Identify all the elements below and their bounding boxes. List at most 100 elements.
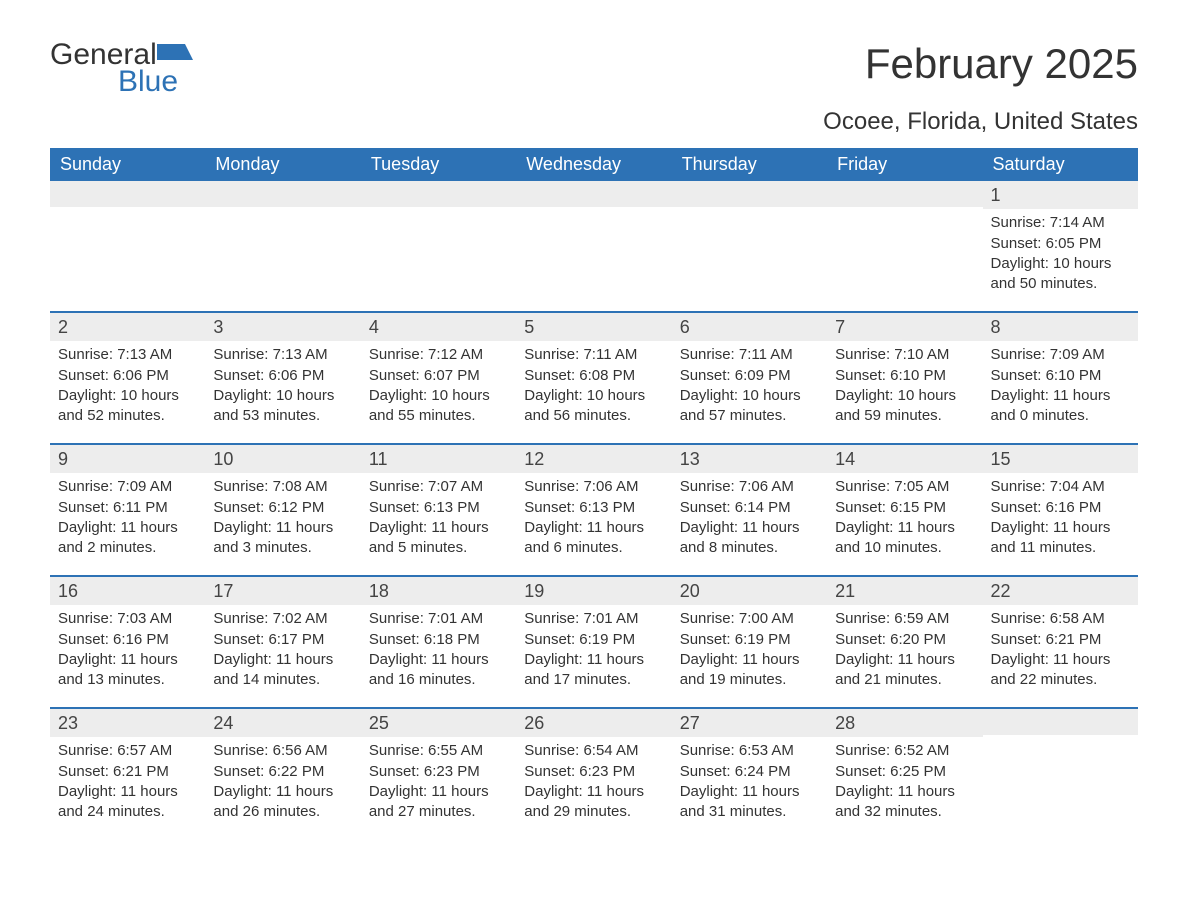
sunrise-text: Sunrise: 7:14 AM	[991, 213, 1130, 233]
day-number: 18	[361, 577, 516, 605]
day-number: 11	[361, 445, 516, 473]
day-cell: 9Sunrise: 7:09 AMSunset: 6:11 PMDaylight…	[50, 445, 205, 575]
daylight-text: Daylight: 11 hours and 29 minutes.	[524, 782, 663, 823]
daylight-text: Daylight: 10 hours and 50 minutes.	[991, 254, 1130, 295]
sunset-text: Sunset: 6:19 PM	[680, 630, 819, 650]
sunset-text: Sunset: 6:08 PM	[524, 366, 663, 386]
day-header-saturday: Saturday	[983, 148, 1138, 181]
day-number: 26	[516, 709, 671, 737]
day-cell: 25Sunrise: 6:55 AMSunset: 6:23 PMDayligh…	[361, 709, 516, 839]
sunrise-text: Sunrise: 6:59 AM	[835, 609, 974, 629]
daylight-text: Daylight: 11 hours and 26 minutes.	[213, 782, 352, 823]
daylight-text: Daylight: 11 hours and 5 minutes.	[369, 518, 508, 559]
sunset-text: Sunset: 6:23 PM	[524, 762, 663, 782]
location-text: Ocoee, Florida, United States	[823, 108, 1138, 136]
week-row: 23Sunrise: 6:57 AMSunset: 6:21 PMDayligh…	[50, 707, 1138, 839]
sunrise-text: Sunrise: 6:55 AM	[369, 741, 508, 761]
day-header-friday: Friday	[827, 148, 982, 181]
day-cell	[361, 181, 516, 311]
day-cell: 2Sunrise: 7:13 AMSunset: 6:06 PMDaylight…	[50, 313, 205, 443]
day-number: 5	[516, 313, 671, 341]
daylight-text: Daylight: 11 hours and 24 minutes.	[58, 782, 197, 823]
daylight-text: Daylight: 10 hours and 56 minutes.	[524, 386, 663, 427]
day-cell	[983, 709, 1138, 839]
sunrise-text: Sunrise: 6:52 AM	[835, 741, 974, 761]
daylight-text: Daylight: 11 hours and 22 minutes.	[991, 650, 1130, 691]
sunrise-text: Sunrise: 7:09 AM	[991, 345, 1130, 365]
day-number: 21	[827, 577, 982, 605]
sunrise-text: Sunrise: 7:09 AM	[58, 477, 197, 497]
week-row: 16Sunrise: 7:03 AMSunset: 6:16 PMDayligh…	[50, 575, 1138, 707]
day-number	[361, 181, 516, 207]
sunset-text: Sunset: 6:24 PM	[680, 762, 819, 782]
day-cell	[827, 181, 982, 311]
daylight-text: Daylight: 11 hours and 19 minutes.	[680, 650, 819, 691]
sunset-text: Sunset: 6:14 PM	[680, 498, 819, 518]
daylight-text: Daylight: 10 hours and 53 minutes.	[213, 386, 352, 427]
day-cell: 26Sunrise: 6:54 AMSunset: 6:23 PMDayligh…	[516, 709, 671, 839]
day-cell: 15Sunrise: 7:04 AMSunset: 6:16 PMDayligh…	[983, 445, 1138, 575]
day-number: 28	[827, 709, 982, 737]
day-cell: 28Sunrise: 6:52 AMSunset: 6:25 PMDayligh…	[827, 709, 982, 839]
sunset-text: Sunset: 6:22 PM	[213, 762, 352, 782]
day-number: 22	[983, 577, 1138, 605]
daylight-text: Daylight: 11 hours and 16 minutes.	[369, 650, 508, 691]
day-number	[672, 181, 827, 207]
day-number: 12	[516, 445, 671, 473]
sunset-text: Sunset: 6:19 PM	[524, 630, 663, 650]
week-row: 1Sunrise: 7:14 AMSunset: 6:05 PMDaylight…	[50, 181, 1138, 311]
day-number: 13	[672, 445, 827, 473]
day-cell: 3Sunrise: 7:13 AMSunset: 6:06 PMDaylight…	[205, 313, 360, 443]
sunrise-text: Sunrise: 7:10 AM	[835, 345, 974, 365]
daylight-text: Daylight: 11 hours and 2 minutes.	[58, 518, 197, 559]
sunset-text: Sunset: 6:21 PM	[58, 762, 197, 782]
sunset-text: Sunset: 6:13 PM	[369, 498, 508, 518]
day-cell	[516, 181, 671, 311]
day-cell: 22Sunrise: 6:58 AMSunset: 6:21 PMDayligh…	[983, 577, 1138, 707]
logo: General Blue	[50, 40, 193, 95]
daylight-text: Daylight: 11 hours and 8 minutes.	[680, 518, 819, 559]
day-number: 2	[50, 313, 205, 341]
logo-word2: Blue	[118, 65, 178, 98]
sunset-text: Sunset: 6:20 PM	[835, 630, 974, 650]
daylight-text: Daylight: 11 hours and 10 minutes.	[835, 518, 974, 559]
sunset-text: Sunset: 6:11 PM	[58, 498, 197, 518]
daylight-text: Daylight: 11 hours and 0 minutes.	[991, 386, 1130, 427]
day-number: 23	[50, 709, 205, 737]
day-cell: 5 Sunrise: 7:11 AMSunset: 6:08 PMDaylight…	[516, 313, 671, 443]
day-cell	[672, 181, 827, 311]
day-number: 10	[205, 445, 360, 473]
day-header-sunday: Sunday	[50, 148, 205, 181]
day-cell: 24Sunrise: 6:56 AMSunset: 6:22 PMDayligh…	[205, 709, 360, 839]
daylight-text: Daylight: 11 hours and 32 minutes.	[835, 782, 974, 823]
day-number: 17	[205, 577, 360, 605]
daylight-text: Daylight: 11 hours and 13 minutes.	[58, 650, 197, 691]
daylight-text: Daylight: 11 hours and 14 minutes.	[213, 650, 352, 691]
sunrise-text: Sunrise: 7:01 AM	[524, 609, 663, 629]
sunrise-text: Sunrise: 7:06 AM	[680, 477, 819, 497]
day-number: 19	[516, 577, 671, 605]
sunset-text: Sunset: 6:17 PM	[213, 630, 352, 650]
sunset-text: Sunset: 6:05 PM	[991, 234, 1130, 254]
daylight-text: Daylight: 10 hours and 57 minutes.	[680, 386, 819, 427]
logo-text: General Blue	[50, 40, 193, 95]
day-number: 27	[672, 709, 827, 737]
day-number	[205, 181, 360, 207]
daylight-text: Daylight: 10 hours and 52 minutes.	[58, 386, 197, 427]
daylight-text: Daylight: 11 hours and 31 minutes.	[680, 782, 819, 823]
sunrise-text: Sunrise: 7:11 AM	[524, 345, 663, 365]
sunrise-text: Sunrise: 7:03 AM	[58, 609, 197, 629]
sunrise-text: Sunrise: 6:53 AM	[680, 741, 819, 761]
day-number: 6	[672, 313, 827, 341]
logo-flag-icon	[157, 40, 193, 64]
day-number: 14	[827, 445, 982, 473]
daylight-text: Daylight: 11 hours and 17 minutes.	[524, 650, 663, 691]
day-cell: 11Sunrise: 7:07 AMSunset: 6:13 PMDayligh…	[361, 445, 516, 575]
sunrise-text: Sunrise: 7:12 AM	[369, 345, 508, 365]
sunset-text: Sunset: 6:10 PM	[835, 366, 974, 386]
sunrise-text: Sunrise: 6:58 AM	[991, 609, 1130, 629]
sunset-text: Sunset: 6:15 PM	[835, 498, 974, 518]
sunset-text: Sunset: 6:13 PM	[524, 498, 663, 518]
sunrise-text: Sunrise: 7:02 AM	[213, 609, 352, 629]
sunset-text: Sunset: 6:06 PM	[213, 366, 352, 386]
